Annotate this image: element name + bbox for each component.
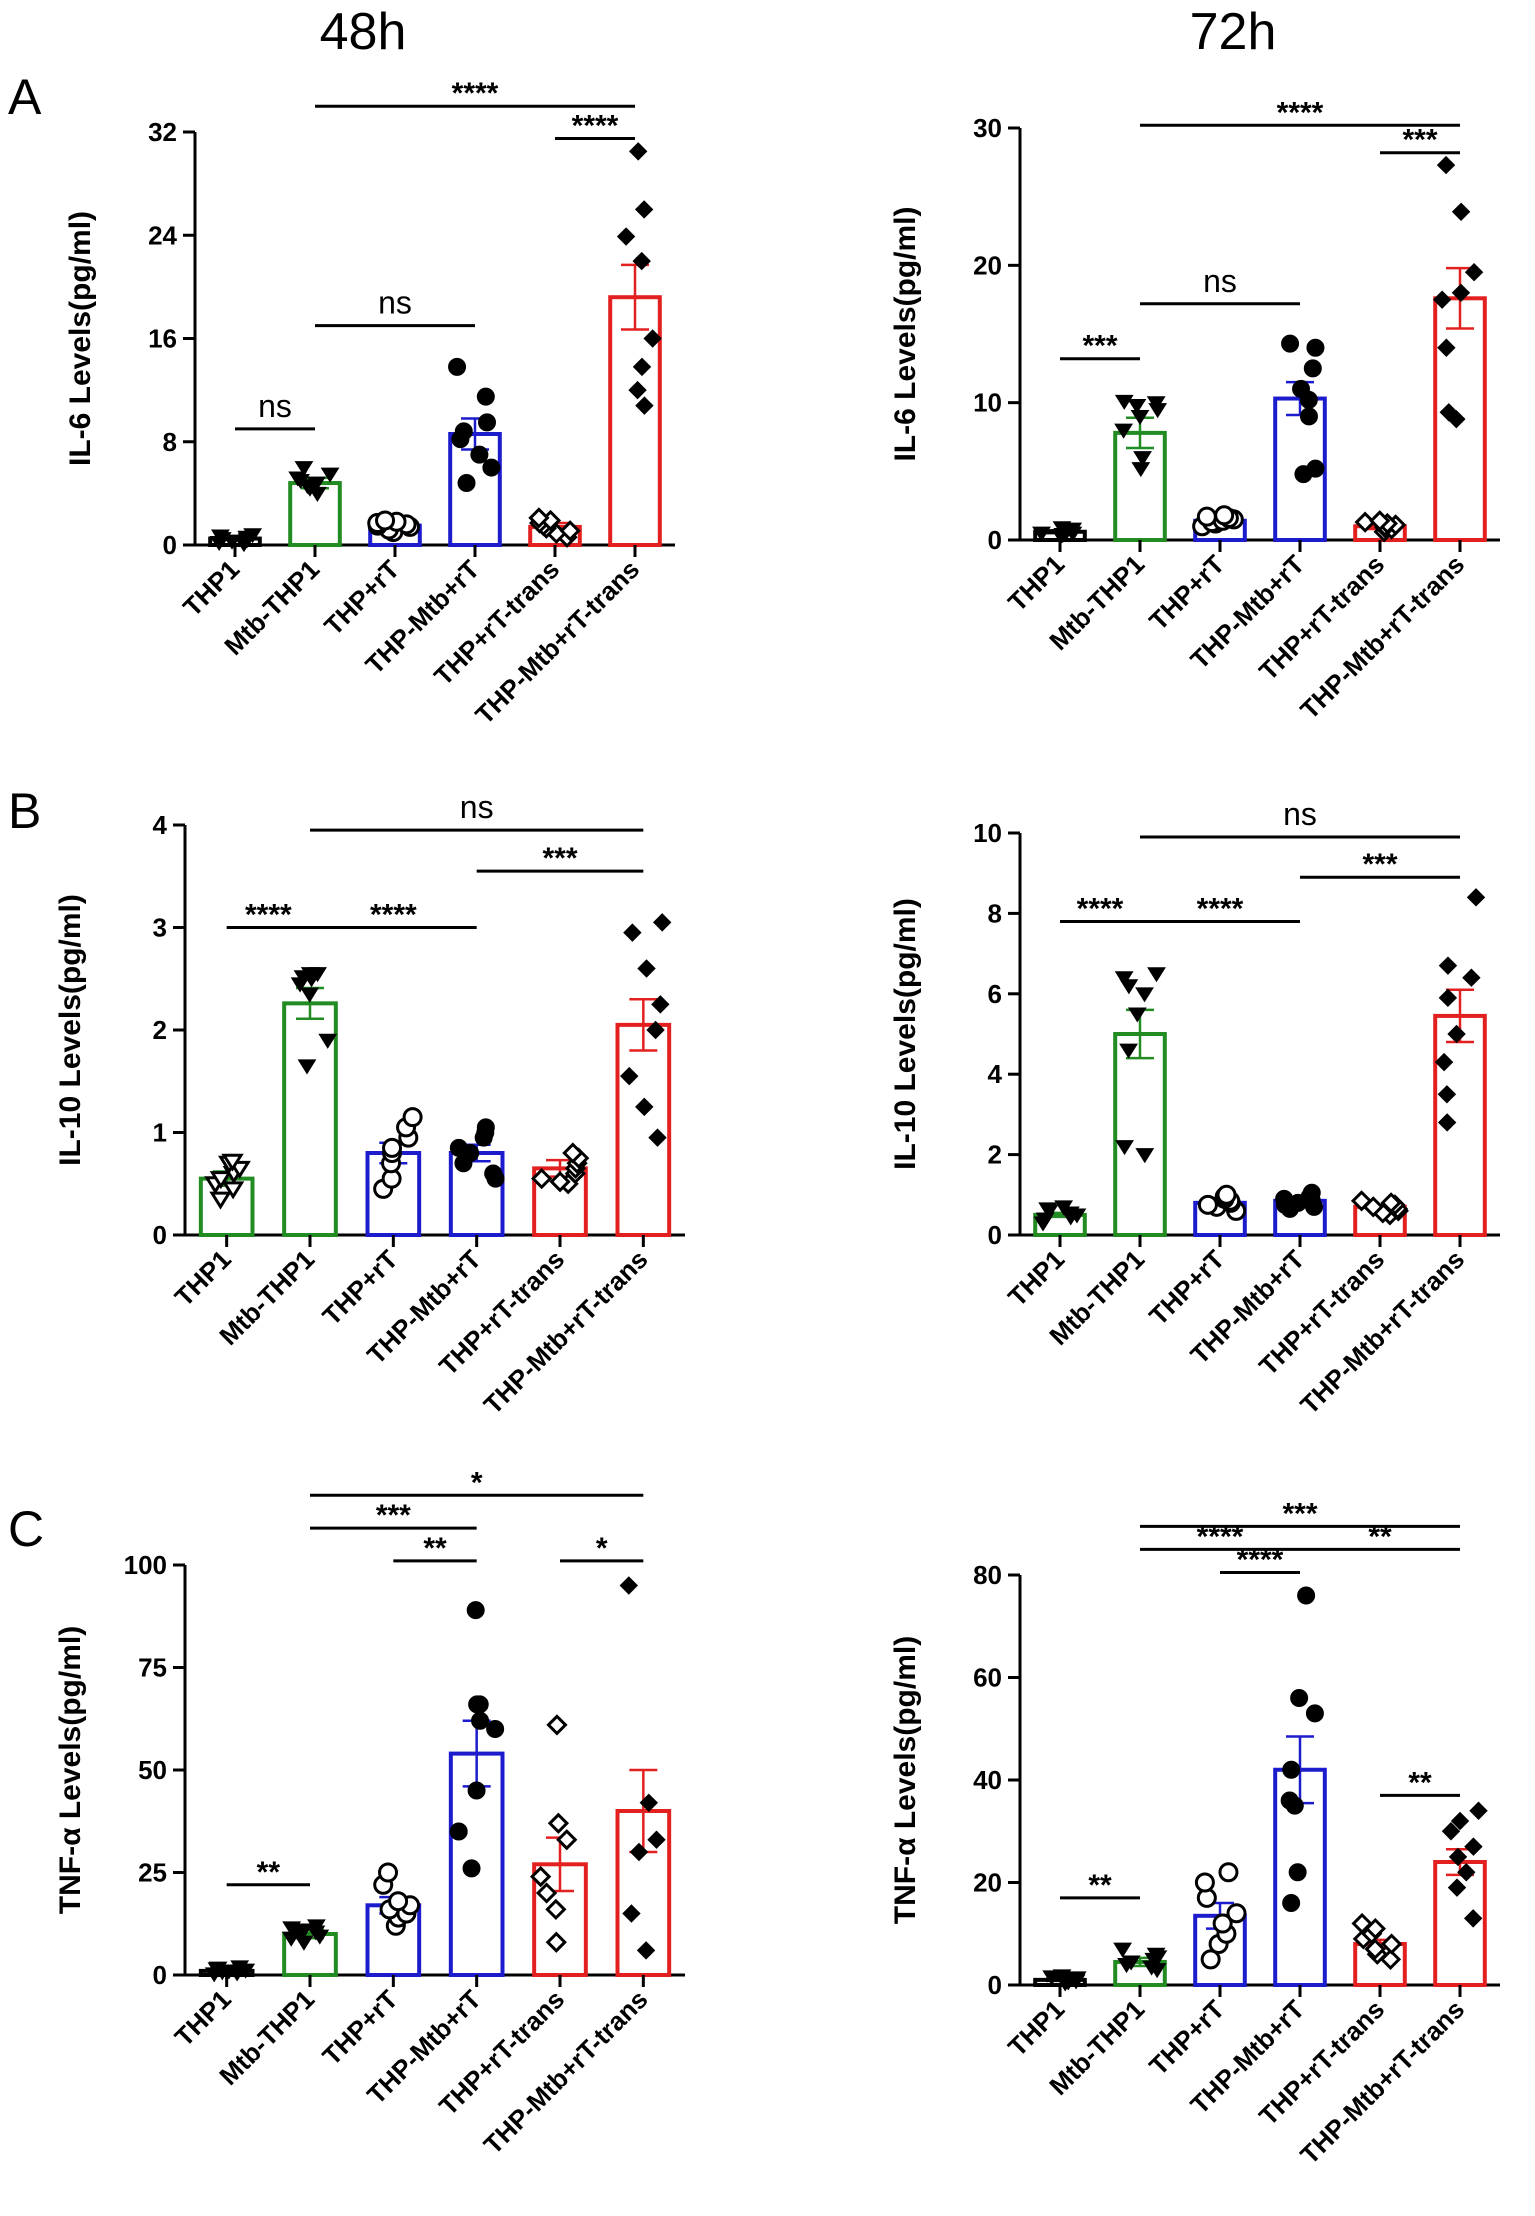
data-point bbox=[1113, 1942, 1132, 1958]
data-point bbox=[1463, 1909, 1483, 1928]
data-point bbox=[1305, 1704, 1324, 1723]
y-tick-label: 0 bbox=[988, 1970, 1002, 2000]
y-axis-label: TNF-α Levels(pg/ml) bbox=[889, 1636, 922, 1924]
bar-4 bbox=[1353, 1942, 1407, 1987]
panel-letter-a: A bbox=[8, 69, 42, 125]
significance-label: ** bbox=[1088, 1869, 1112, 1902]
bar-3 bbox=[1273, 1767, 1327, 1987]
data-point bbox=[1196, 1887, 1217, 1908]
y-tick-label: 20 bbox=[973, 1868, 1002, 1898]
data-point bbox=[1055, 1976, 1075, 1992]
data-point bbox=[1441, 1822, 1461, 1841]
bar-5 bbox=[1433, 1860, 1487, 1987]
data-point bbox=[1042, 1970, 1062, 1986]
data-point bbox=[1282, 1760, 1301, 1779]
data-point bbox=[1147, 1963, 1167, 1979]
data-point bbox=[1447, 1878, 1467, 1897]
data-point bbox=[1052, 1969, 1072, 1985]
data-point bbox=[1380, 1933, 1403, 1955]
bar-1 bbox=[1113, 1959, 1167, 1987]
data-point bbox=[1351, 1912, 1373, 1935]
data-point bbox=[1146, 1947, 1166, 1963]
data-point bbox=[1218, 1862, 1239, 1883]
x-tick-label: THP+rT-trans bbox=[1253, 1994, 1390, 2131]
x-tick-label: THP-Mtb+rT bbox=[1184, 1994, 1310, 2120]
data-point bbox=[1144, 1952, 1164, 1968]
significance-label: **** bbox=[1237, 1543, 1284, 1576]
data-point bbox=[1060, 1972, 1080, 1988]
data-point bbox=[1226, 1903, 1247, 1924]
data-point bbox=[1059, 1973, 1079, 1989]
data-point bbox=[1364, 1938, 1386, 1960]
x-tick-label: THP-Mtb+rT-trans bbox=[1294, 1994, 1470, 2170]
data-point bbox=[1280, 1791, 1299, 1810]
data-point bbox=[1212, 1913, 1233, 1934]
data-point bbox=[1200, 1949, 1221, 1970]
data-point bbox=[1117, 1958, 1136, 1974]
x-tick-label: Mtb-THP1 bbox=[1043, 1994, 1150, 2101]
panel-letter-b: B bbox=[8, 783, 42, 839]
data-point bbox=[1194, 1872, 1215, 1893]
data-point bbox=[1142, 1960, 1161, 1976]
data-point bbox=[1364, 1918, 1386, 1940]
data-point bbox=[1457, 1863, 1476, 1882]
significance-label: ** bbox=[1408, 1766, 1432, 1799]
y-tick-label: 80 bbox=[973, 1560, 1002, 1590]
data-point bbox=[1469, 1801, 1488, 1820]
column-title-72h: 72h bbox=[1189, 3, 1277, 61]
data-point bbox=[1464, 1837, 1483, 1856]
data-point bbox=[1352, 1928, 1374, 1950]
bar-0 bbox=[1033, 1977, 1087, 1987]
data-point bbox=[1208, 1934, 1229, 1954]
y-tick-label: 40 bbox=[973, 1765, 1002, 1795]
y-tick-label: 60 bbox=[973, 1663, 1002, 1693]
data-point bbox=[1288, 1863, 1307, 1882]
data-point bbox=[1285, 1796, 1304, 1815]
significance-label: ** bbox=[1368, 1520, 1392, 1553]
x-tick-label: THP+rT bbox=[1143, 1994, 1230, 2081]
data-point bbox=[1058, 1975, 1078, 1991]
data-point bbox=[1067, 1971, 1087, 1987]
significance-label: **** bbox=[1197, 1520, 1244, 1553]
data-point bbox=[1121, 1955, 1141, 1971]
significance-label: *** bbox=[1282, 1497, 1317, 1530]
data-point bbox=[1066, 1974, 1086, 1990]
data-point bbox=[1290, 1689, 1309, 1707]
data-point bbox=[1366, 1943, 1388, 1965]
data-point bbox=[1448, 1847, 1468, 1867]
data-point bbox=[1282, 1894, 1301, 1912]
data-point bbox=[1361, 1923, 1383, 1945]
data-point bbox=[1379, 1948, 1402, 1970]
data-point bbox=[1450, 1811, 1470, 1831]
data-point bbox=[1297, 1586, 1316, 1605]
column-title-48h: 48h bbox=[319, 3, 407, 61]
data-point bbox=[1148, 1950, 1168, 1966]
bar-2 bbox=[1193, 1913, 1247, 1987]
data-point bbox=[1216, 1923, 1237, 1944]
x-tick-label: THP1 bbox=[1002, 1994, 1070, 2062]
panel-letter-c: C bbox=[8, 1501, 45, 1557]
